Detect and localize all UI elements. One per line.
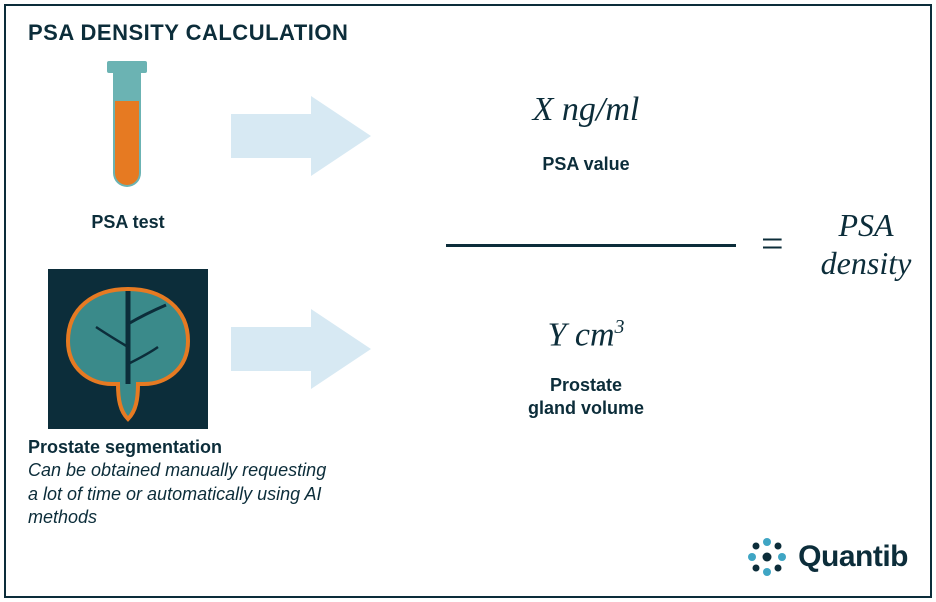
segmentation-title: Prostate segmentation [28,436,328,459]
fraction-line [446,244,736,247]
prostate-segmentation-icon [48,269,208,429]
psa-test-label: PSA test [58,212,198,233]
result-label: PSA density [801,206,931,283]
diagram-frame: PSA DENSITY CALCULATION PSA test Prostat… [4,4,932,598]
arrow-shape [231,96,371,176]
logo-mark-icon [746,536,788,578]
denominator-label: Prostate gland volume [436,374,736,419]
numerator-label: PSA value [436,154,736,175]
equals-sign: = [761,220,784,267]
denominator-formula: Y cm3 [436,316,736,354]
logo-text: Quantib [798,540,908,574]
arrow-icon [231,96,371,176]
segmentation-description: Can be obtained manually requesting a lo… [28,459,328,529]
test-tube-icon [103,61,151,206]
page-title: PSA DENSITY CALCULATION [28,20,348,46]
brand-logo: Quantib [746,536,908,578]
arrow-icon [231,309,371,389]
arrow-shape [231,309,371,389]
numerator-formula: X ng/ml [436,91,736,129]
segmentation-caption: Prostate segmentation Can be obtained ma… [28,436,328,530]
